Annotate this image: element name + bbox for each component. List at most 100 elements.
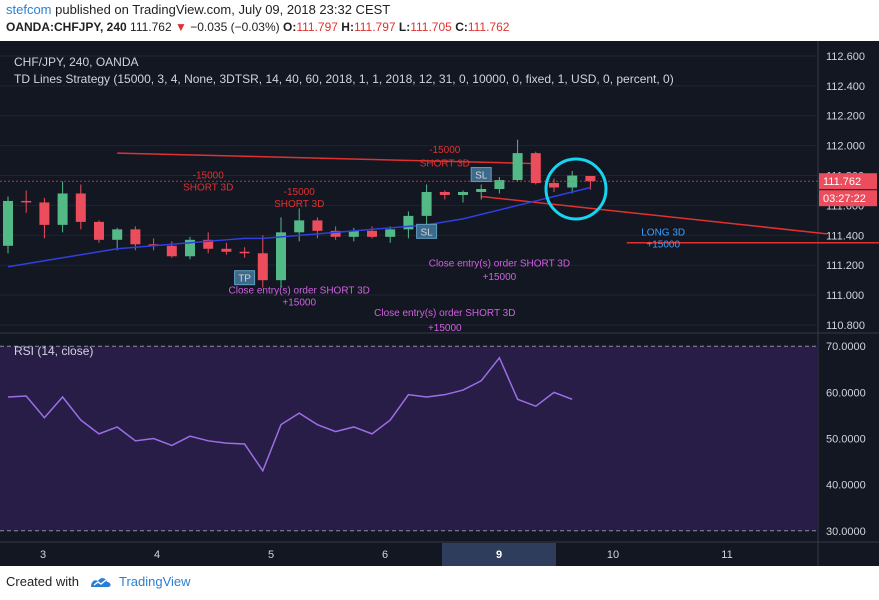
candle-body [130, 229, 141, 245]
candle [57, 181, 68, 233]
tradingview-link[interactable]: TradingView [118, 574, 191, 589]
close-label: C: [455, 20, 468, 34]
rsi-tick-label[interactable]: 30.0000 [826, 526, 866, 538]
candle-body [549, 183, 559, 188]
rsi-tick-label[interactable]: 50.0000 [826, 434, 866, 446]
price-tick-label[interactable]: 112.600 [826, 51, 865, 63]
level-box-label: SL [420, 227, 433, 238]
candle [221, 242, 232, 255]
low-value: 111.705 [410, 20, 452, 34]
rsi-band-background [0, 346, 818, 531]
candle [512, 139, 523, 182]
candle [439, 190, 450, 200]
candle [112, 227, 123, 251]
candle [458, 190, 468, 203]
candle-body [39, 202, 50, 225]
time-tick-label[interactable]: 11 [721, 549, 732, 561]
high-value: 111.797 [353, 20, 396, 34]
candle [185, 236, 195, 260]
trend-line [117, 152, 536, 165]
price-tick-label[interactable]: 112.200 [826, 111, 865, 123]
author-name[interactable]: stefcom [6, 2, 52, 17]
strategy-title: TD Lines Strategy (15000, 3, 4, None, 3D… [14, 72, 674, 86]
price-tick-label[interactable]: 111.200 [826, 260, 864, 272]
candle-body [166, 245, 177, 257]
candle [585, 175, 596, 190]
candle-body [57, 193, 68, 225]
open-label: O: [282, 20, 297, 34]
rsi-tick-label[interactable]: 60.0000 [826, 387, 866, 399]
candle-body [239, 251, 250, 254]
time-tick-label[interactable]: 9 [496, 549, 502, 561]
candle-body [421, 191, 432, 216]
trend-line [481, 195, 828, 235]
annotation-text: LONG 3D [641, 227, 685, 238]
candles [3, 139, 596, 288]
annotation-text: Close entry(s) order SHORT 3D [229, 286, 370, 297]
candle [130, 226, 141, 251]
rsi-line [7, 356, 573, 473]
time-tick-label[interactable]: 6 [382, 549, 388, 561]
price-axis[interactable]: 112.600112.400112.200112.000111.800111.6… [0, 51, 877, 538]
level-box: SL [470, 167, 492, 183]
candle-body [494, 180, 505, 189]
annotation-text: SHORT 3D [420, 159, 470, 170]
ma-line [7, 186, 591, 268]
annotation-text: -15000 [193, 171, 225, 182]
candle [276, 217, 286, 288]
candle [75, 184, 86, 230]
last-price-tag[interactable] [819, 173, 877, 190]
candle-body [348, 230, 359, 237]
rsi-tick-label[interactable]: 40.0000 [826, 480, 866, 492]
price-change: −0.035 (−0.03%) [190, 20, 280, 34]
time-axis[interactable]: 3 4 5 6 9 10 11 [40, 543, 733, 566]
pane-title: CHF/JPY, 240, OANDA [14, 55, 139, 69]
symbol-line: OANDA:CHFJPY, 240 111.762 ▼ −0.035 (−0.0… [6, 20, 509, 34]
annotation-text: +15000 [483, 272, 517, 283]
level-box-label: SL [475, 171, 488, 182]
level-box-label: TP [238, 274, 251, 285]
countdown-tag-label[interactable]: 03:27:22 [823, 193, 866, 205]
candle [39, 197, 50, 239]
time-tick-label[interactable]: 10 [607, 549, 619, 561]
candle [494, 177, 505, 194]
annotation-text: Close entry(s) order SHORT 3D [429, 259, 570, 270]
candle-body [94, 221, 104, 240]
price-tick-label[interactable]: 112.400 [826, 81, 865, 93]
candle-body [312, 220, 323, 231]
candle-body [403, 215, 414, 230]
candle [476, 184, 487, 200]
rsi-title: RSI (14, close) [14, 344, 93, 358]
time-tick-label[interactable]: 3 [40, 549, 46, 561]
price-tick-label[interactable]: 112.000 [826, 141, 865, 153]
time-tick-label[interactable]: 4 [154, 549, 160, 561]
candle [239, 247, 250, 258]
price-tick-label[interactable]: 111.000 [826, 290, 864, 302]
candle-body [367, 230, 377, 237]
candle [312, 217, 323, 239]
countdown-tag[interactable] [819, 190, 877, 207]
moving-average [7, 186, 591, 268]
price-tick-label[interactable]: 110.800 [826, 320, 865, 332]
price-tick-label[interactable]: 111.400 [826, 230, 864, 242]
price-grid [0, 41, 879, 566]
annotation-text: +15000 [282, 298, 316, 309]
candle-body [530, 153, 541, 184]
candle-body [257, 253, 268, 281]
candle-body [112, 229, 123, 240]
last-price-tag-label[interactable]: 111.762 [823, 176, 861, 188]
candle [257, 235, 268, 288]
change-arrow-icon: ▼ [175, 20, 187, 34]
annotation-text: +15000 [646, 239, 680, 250]
low-label: L: [398, 20, 411, 34]
time-tick-label[interactable]: 5 [268, 549, 274, 561]
annotation-text: SHORT 3D [274, 199, 324, 210]
rsi-tick-label[interactable]: 70.0000 [826, 341, 866, 353]
rsi-grid [0, 345, 818, 532]
annotation-text: -15000 [284, 187, 316, 198]
symbol-name: OANDA:CHFJPY, 240 [6, 20, 127, 34]
trend-lines [117, 152, 879, 244]
level-box-bg [416, 223, 438, 239]
